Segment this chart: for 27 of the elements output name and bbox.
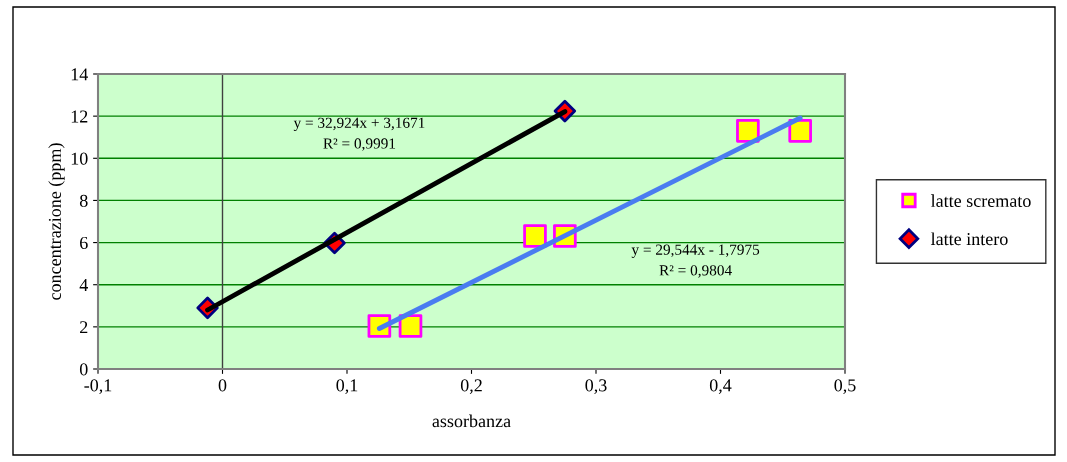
- point: [788, 119, 812, 143]
- legend-label: latte scremato: [930, 194, 1031, 207]
- x-tick-label: 0,5: [834, 379, 856, 395]
- y-tick-label: 12: [71, 110, 88, 123]
- x-tick-label: 0,3: [585, 379, 607, 395]
- x-tick-label: 0,1: [336, 379, 358, 395]
- y-tick-label: 4: [79, 279, 88, 291]
- y-tick-label: 0: [79, 363, 88, 376]
- x-tick-label: -0,1: [84, 379, 112, 395]
- y-tick-label: 8: [79, 194, 88, 207]
- annotation: y = 29,544x - 1,7975: [631, 244, 760, 258]
- y-tick-label: 10: [71, 152, 88, 165]
- y-tick-label: 6: [80, 236, 88, 250]
- legend-label: latte intero: [930, 232, 1008, 246]
- annotation: R² = 0,9804: [659, 265, 732, 278]
- point: [523, 224, 547, 248]
- y-tick-label: 14: [71, 68, 88, 81]
- point: [736, 119, 760, 143]
- x-tick-label: 0: [218, 379, 227, 392]
- x-tick-label: 0,2: [460, 379, 482, 395]
- point: [398, 314, 423, 338]
- y-tick-label: 2: [80, 321, 88, 334]
- annotation: y = 32,924x + 3,1671: [293, 117, 425, 132]
- annotation: R² = 0,9991: [323, 138, 396, 151]
- y-axis-title: concentrazione (ppm): [48, 143, 65, 300]
- x-axis-title: assorbanza: [432, 414, 511, 428]
- x-tick-label: 0,4: [709, 379, 732, 395]
